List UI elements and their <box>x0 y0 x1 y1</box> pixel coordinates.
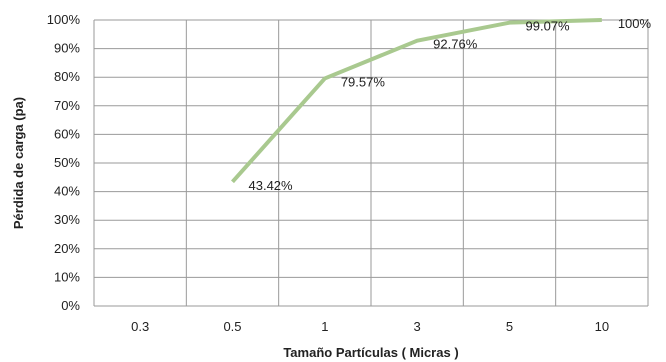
data-label: 43.42% <box>249 178 294 193</box>
y-tick-label: 90% <box>54 41 80 56</box>
y-tick-label: 60% <box>54 126 80 141</box>
y-tick-label: 20% <box>54 241 80 256</box>
data-label: 79.57% <box>341 74 386 89</box>
data-label: 92.76% <box>433 37 478 52</box>
x-tick-label: 3 <box>414 319 421 334</box>
x-tick-label: 0.3 <box>131 319 149 334</box>
y-tick-label: 80% <box>54 69 80 84</box>
x-axis-tick-labels: 0.3 0.5 1 3 5 10 <box>131 319 609 334</box>
x-tick-label: 10 <box>595 319 609 334</box>
data-label: 100% <box>618 16 652 31</box>
y-tick-label: 0% <box>61 298 80 313</box>
y-tick-label: 30% <box>54 212 80 227</box>
y-tick-label: 70% <box>54 98 80 113</box>
series-group <box>231 18 602 184</box>
y-tick-label: 100% <box>47 12 81 27</box>
y-tick-label: 10% <box>54 269 80 284</box>
x-tick-label: 5 <box>506 319 513 334</box>
x-tick-label: 0.5 <box>223 319 241 334</box>
y-axis-title: Pérdida de carga (pa) <box>11 97 26 229</box>
y-tick-label: 40% <box>54 184 80 199</box>
x-axis-title: Tamaño Partículas ( Micras ) <box>283 345 458 360</box>
data-label: 99.07% <box>526 19 571 34</box>
x-tick-label: 1 <box>321 319 328 334</box>
series-line <box>231 18 602 184</box>
y-tick-label: 50% <box>54 155 80 170</box>
y-axis-tick-labels: 0% 10% 20% 30% 40% 50% 60% 70% 80% 90% 100% <box>47 12 81 313</box>
data-labels: 43.42% 79.57% 92.76% 99.07% 100% <box>249 16 652 193</box>
